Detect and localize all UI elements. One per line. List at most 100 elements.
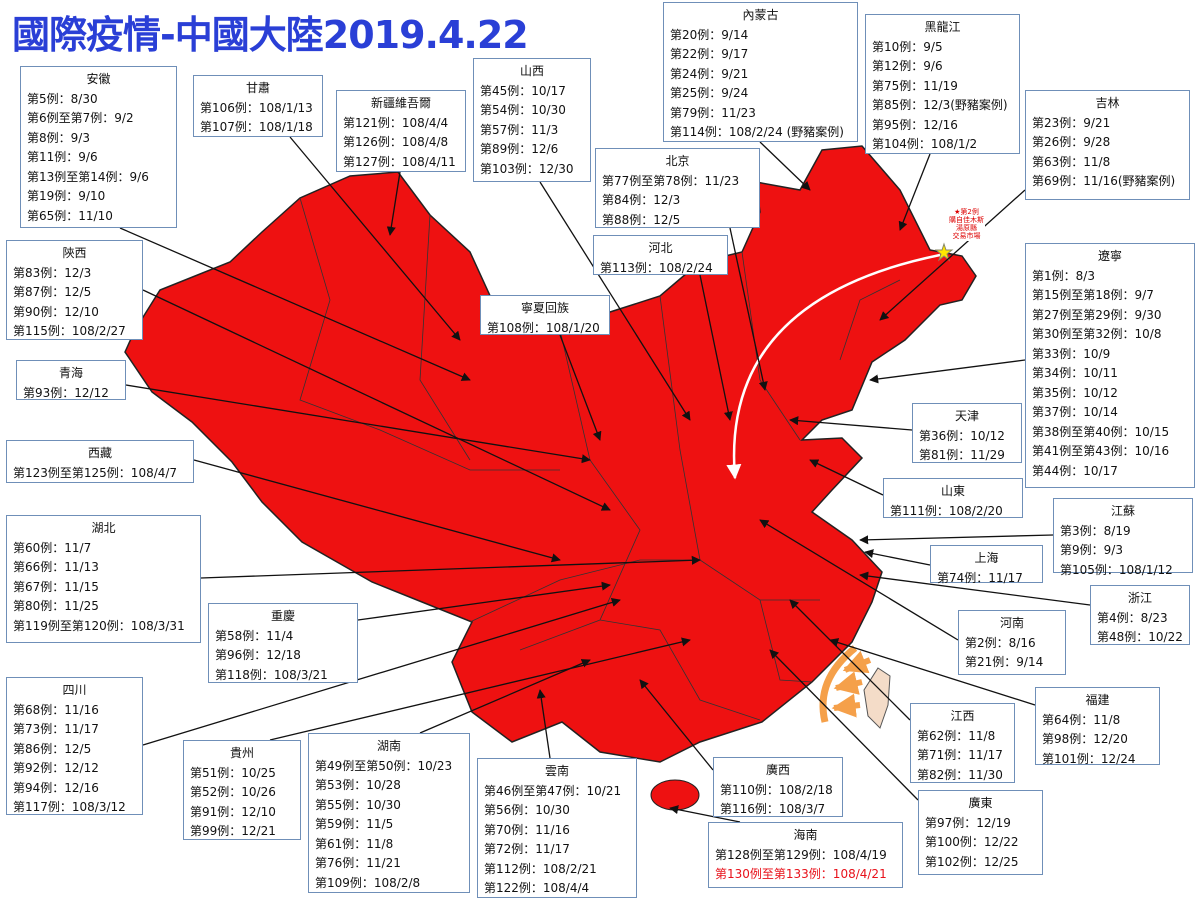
arrow [200, 555, 701, 579]
province-name: 廣東 [968, 796, 993, 810]
province-name: 新疆維吾爾 [370, 96, 431, 110]
star-note: ★第2例 購自佳木斯 湯原縣 交易市場 [948, 207, 985, 241]
case-line: 第74例：11/17 [937, 570, 1023, 585]
province-name: 浙江 [1127, 591, 1152, 605]
case-line: 第38例至第40例：10/15 [1032, 424, 1170, 439]
province-name: 陝西 [62, 246, 87, 260]
province-box: 廣東 第97例：12/19 第100例：12/22 第102例：12/25 [918, 790, 1043, 875]
case-line: 第65例：11/10 [27, 208, 113, 223]
province-box: 浙江第4例：8/23 第48例：10/22 [1090, 585, 1190, 645]
province-box: 甘肅 第106例：108/1/13 第107例：108/1/18 [193, 75, 323, 137]
case-line: 第33例：10/9 [1032, 346, 1111, 361]
case-line: 第69例：11/16(野豬案例) [1032, 174, 1176, 188]
case-line: 第24例：9/21 [670, 66, 749, 81]
province-name: 福建 [1085, 693, 1110, 707]
case-line: 第128例至第129例：108/4/19 [715, 847, 887, 862]
case-line: 第8例：9/3 [27, 130, 90, 145]
province-box: 四川 第68例：11/16 第73例：11/17 第86例：12/5 第92例：12/1… [6, 677, 143, 815]
case-line: 第90例：12/10 [13, 304, 99, 319]
case-line: 第96例：12/18 [215, 648, 301, 662]
case-line: 第44例：10/17 [1032, 463, 1118, 478]
case-line: 第23例：9/21 [1032, 115, 1111, 130]
case-line: 第49例至第50例：10/23 [315, 758, 453, 773]
case-line: 第88例：12/5 [602, 212, 681, 227]
province-name: 海南 [793, 828, 818, 842]
province-name: 江蘇 [1110, 504, 1135, 518]
case-line: 第77例至第78例：11/23 [602, 173, 740, 188]
note-line: ★第2例 [954, 208, 979, 216]
case-line: 第45例：10/17 [480, 83, 566, 98]
white-arrow [726, 253, 941, 480]
arrow [789, 416, 913, 431]
province-box: 海南第128例至第129例：108/4/19 第130例至第133例：108/4/… [708, 822, 903, 888]
arrow [639, 679, 714, 771]
case-line: 第89例：12/6 [480, 142, 559, 156]
note-line: 交易市場 [952, 232, 981, 240]
case-line: 第59例：11/5 [315, 817, 394, 831]
case-line: 第76例：11/21 [315, 856, 401, 870]
province-box: 新疆維吾爾 第121例：108/4/4 第126例：108/4/8 第127例：108… [336, 90, 466, 172]
case-line: 第83例：12/3 [13, 265, 92, 280]
case-line: 第1例：8/3 [1032, 268, 1095, 283]
province-name: 河北 [648, 241, 673, 255]
case-line: 第121例：108/4/4 [343, 115, 449, 130]
case-line: 第5例：8/30 [27, 91, 98, 106]
case-line: 第106例：108/1/13 [200, 100, 313, 115]
arrow [759, 141, 811, 191]
arrow [859, 534, 1054, 545]
case-line: 第56例：10/30 [484, 803, 570, 817]
case-line: 第9例：9/3 [1060, 543, 1123, 557]
arrow [539, 181, 691, 421]
taiwan [863, 667, 891, 729]
province-name: 北京 [665, 154, 690, 168]
province-name: 遼寧 [1097, 249, 1122, 263]
province-name: 廣西 [765, 763, 790, 777]
arrow [142, 598, 621, 746]
arrow [879, 189, 1026, 321]
province-name: 貴州 [229, 746, 254, 760]
case-line: 第34例：10/11 [1032, 366, 1118, 380]
province-box: 寧夏回族 第108例：108/1/20 [480, 295, 610, 335]
case-line: 第80例：11/25 [13, 599, 99, 613]
case-line: 第68例：11/16 [13, 702, 99, 717]
case-line: 第91例：12/10 [190, 804, 276, 819]
province-name: 安徽 [86, 72, 111, 86]
province-box: 上海第74例：11/17 [930, 545, 1043, 585]
province-name: 寧夏回族 [520, 301, 569, 315]
case-line: 第53例：10/28 [315, 778, 401, 792]
case-line: 第11例：9/6 [27, 150, 98, 164]
province-name: 上海 [974, 551, 999, 565]
case-line: 第30例至第32例：10/8 [1032, 327, 1162, 341]
case-line: 第86例：12/5 [13, 741, 92, 756]
case-line: 第48例：10/22 [1097, 630, 1183, 644]
province-name: 湖南 [376, 739, 401, 753]
province-box: 江西 第62例：11/8 第71例：11/17 第82例：11/30 [910, 703, 1015, 783]
case-line: 第112例：108/2/21 [484, 861, 597, 876]
case-line: 第25例：9/24 [670, 86, 749, 100]
province-box: 陝西 第83例：12/3 第87例：12/5 第90例：12/10 第115例：108/… [6, 240, 143, 340]
case-line: 第4例：8/23 [1097, 610, 1168, 625]
arrow [289, 136, 461, 341]
arrow [142, 289, 611, 511]
province-box: 雲南 第46例至第47例：10/21 第56例：10/30 第70例：11/16 第72… [477, 758, 637, 898]
case-line: 第126例：108/4/8 [343, 135, 449, 149]
note-line: 湯原縣 [956, 224, 977, 232]
province-name: 甘肅 [245, 81, 270, 95]
province-name: 內蒙古 [742, 8, 779, 22]
case-line: 第12例：9/6 [872, 59, 943, 73]
case-line: 第22例：9/17 [670, 47, 749, 61]
case-line: 第71例：11/17 [917, 748, 1003, 762]
case-line: 第79例：11/23 [670, 105, 756, 120]
case-line: 第101例：12/24 [1042, 751, 1136, 766]
case-line: 第10例：9/5 [872, 39, 943, 54]
case-line: 第46例至第47例：10/21 [484, 783, 622, 798]
case-line: 第114例：108/2/24 (野豬案例) [670, 125, 844, 139]
case-line: 第55例：10/30 [315, 797, 401, 812]
case-line: 第70例：11/16 [484, 822, 570, 837]
province-box: 黑龍江 第10例：9/5 第12例：9/6 第75例：11/19 第85例：12/3(野… [865, 14, 1020, 154]
case-line: 第119例至第120例：108/3/31 [13, 618, 185, 633]
case-line: 第100例：12/22 [925, 835, 1019, 849]
case-line: 第130例至第133例：108/4/21 [715, 867, 887, 881]
